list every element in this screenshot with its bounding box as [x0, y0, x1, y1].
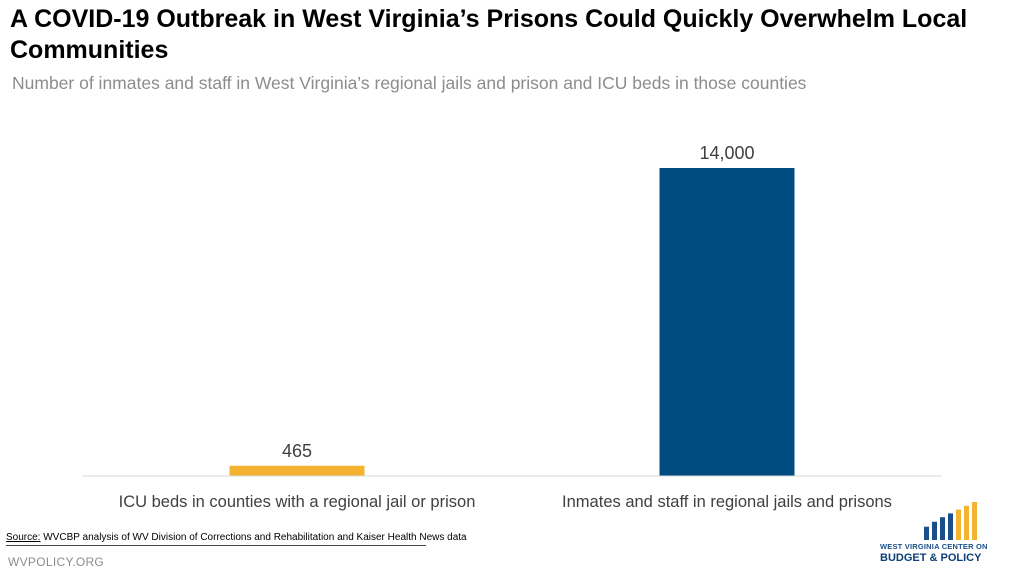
logo-bar-5 [956, 509, 961, 540]
chart-subtitle: Number of inmates and staff in West Virg… [12, 73, 807, 93]
data-label-2: 14,000 [699, 143, 754, 163]
chart-title: A COVID-19 Outbreak in West Virginia’s P… [10, 5, 968, 64]
category-label-2: Inmates and staff in regional jails and … [562, 493, 892, 511]
bar-1 [229, 465, 365, 476]
logo-bar-6 [964, 505, 969, 540]
logo-bar-1 [924, 526, 929, 540]
source-note: Source: WVCBP analysis of WV Division of… [6, 532, 467, 546]
logo-bar-7 [972, 502, 977, 540]
source-text: WVCBP analysis of WV Division of Correct… [40, 532, 467, 543]
website-link[interactable]: WVPOLICY.ORG [8, 555, 105, 569]
bars-layer [229, 168, 795, 476]
logo-bar-2 [932, 521, 937, 540]
logo-bars-icon [924, 502, 977, 540]
labels-layer: 465 ICU beds in counties with a regional … [119, 143, 892, 511]
logo-line1: WEST VIRGINIA CENTER ON [880, 542, 988, 551]
logo-bar-4 [948, 513, 953, 540]
wvcbp-logo: WEST VIRGINIA CENTER ON BUDGET & POLICY [868, 498, 1018, 570]
category-label-1: ICU beds in counties with a regional jai… [119, 493, 476, 511]
source-prefix: Source: [6, 532, 41, 543]
logo-line2: BUDGET & POLICY [880, 552, 982, 564]
bar-2 [659, 168, 795, 476]
logo-bar-3 [940, 517, 945, 540]
data-label-1: 465 [282, 441, 312, 461]
